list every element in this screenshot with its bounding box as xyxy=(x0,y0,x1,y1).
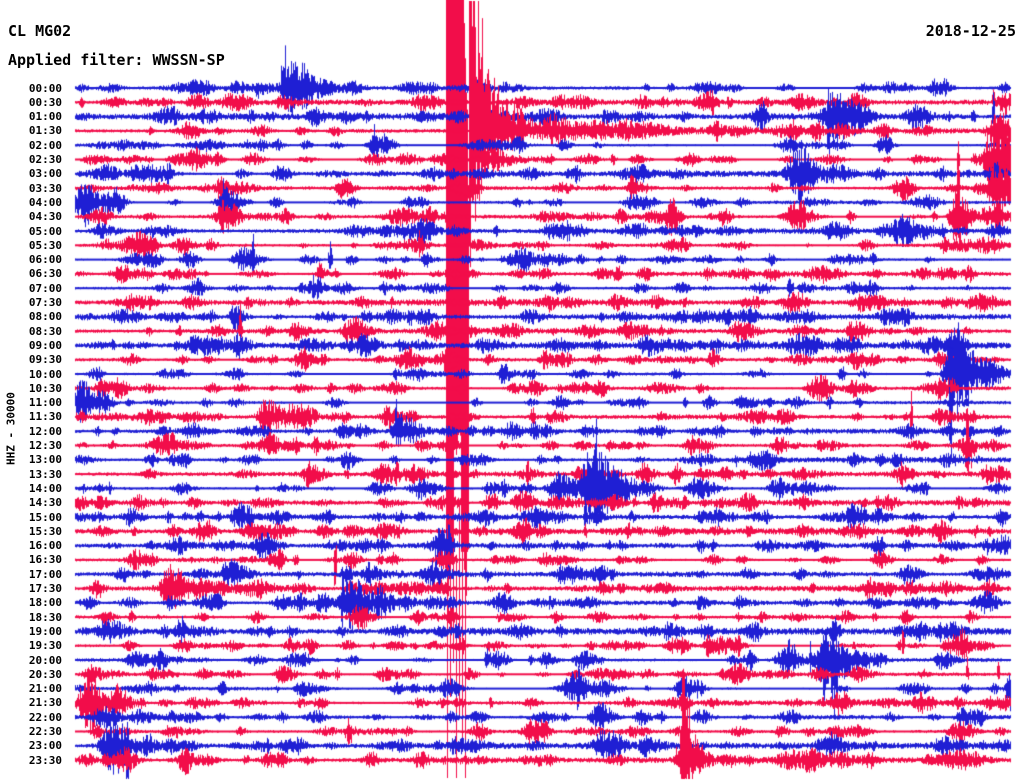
filter-label: Applied filter: WWSSN-SP xyxy=(8,51,225,69)
channel-scale-label: HHZ - 30000 xyxy=(4,392,18,465)
station-title: CL MG02 xyxy=(8,22,72,40)
date-label: 2018-12-25 xyxy=(925,22,1016,40)
